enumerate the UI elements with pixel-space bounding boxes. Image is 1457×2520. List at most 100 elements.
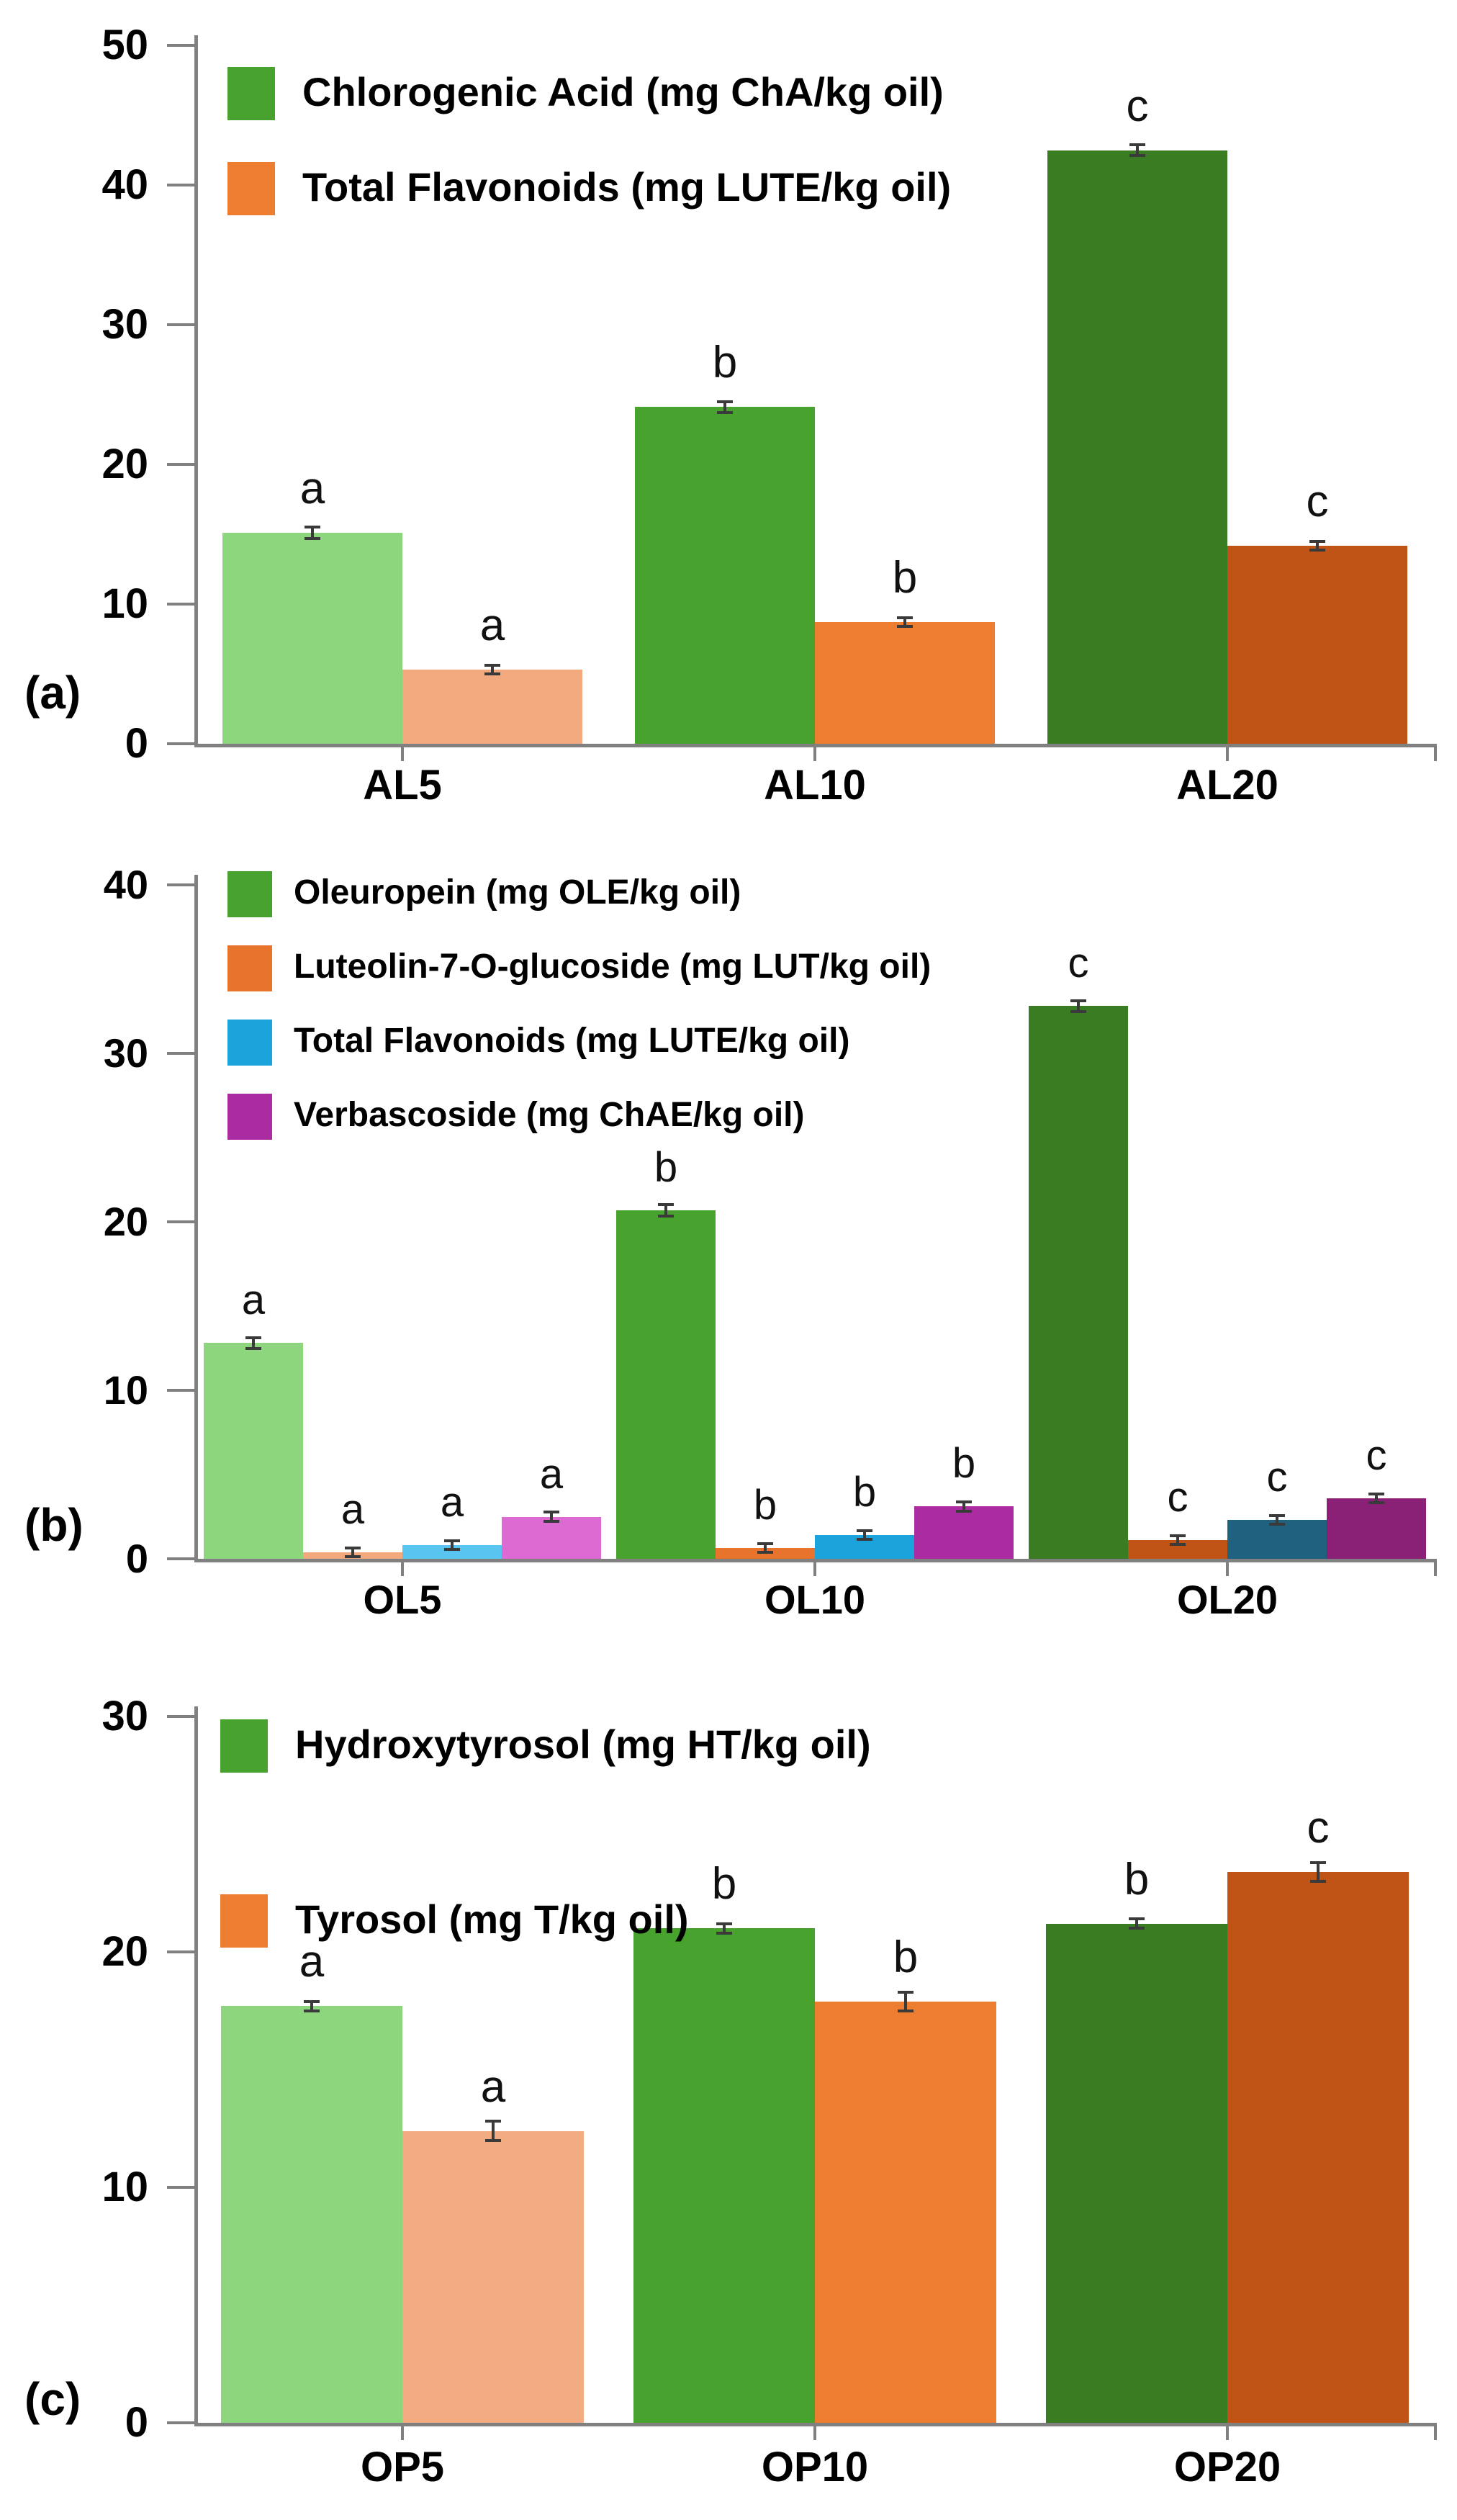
error-bar-cap	[658, 1202, 674, 1206]
bar-OP20-s1	[1227, 1871, 1409, 2423]
y-tick-label: 40	[103, 862, 148, 907]
y-tick-label: 40	[102, 161, 148, 208]
error-bar-cap	[444, 1548, 460, 1552]
error-bar	[1136, 144, 1139, 156]
category-label: AL5	[363, 762, 442, 809]
y-axis-tick	[167, 2421, 194, 2424]
error-bar-cap	[897, 616, 913, 620]
category-label: AL20	[1176, 762, 1278, 809]
error-bar-cap	[898, 1990, 914, 1994]
category-label: OP5	[360, 2444, 445, 2490]
error-bar-cap	[897, 625, 913, 629]
error-bar	[1316, 541, 1319, 550]
y-tick-label: 30	[102, 301, 148, 348]
x-axis-tick	[1226, 2423, 1229, 2440]
y-axis-tick	[167, 2186, 194, 2189]
significance-letter: a	[479, 600, 505, 651]
bar-OL10-s3	[914, 1506, 1014, 1559]
bar-OL20-s2	[1227, 1520, 1327, 1559]
bar-OL5-s2	[402, 1545, 502, 1559]
y-axis-tick	[167, 184, 194, 186]
error-bar-cap	[484, 664, 500, 667]
error-bar	[1135, 1919, 1138, 1929]
legend-label-1: Luteolin-7-O-glucoside (mg LUT/kg oil)	[294, 948, 932, 986]
significance-letter: b	[952, 1440, 976, 1488]
bar-OP20-s0	[1046, 1923, 1227, 2423]
error-bar	[1077, 1000, 1080, 1012]
y-axis	[194, 1706, 198, 2426]
error-bar-cap	[1129, 1927, 1145, 1930]
x-axis-tick	[401, 2423, 404, 2440]
error-bar-cap	[485, 2138, 501, 2142]
error-bar-cap	[1170, 1534, 1186, 1538]
significance-letter: c	[1126, 81, 1149, 131]
error-bar-cap	[716, 1922, 732, 1925]
error-bar	[1317, 1862, 1320, 1881]
x-axis-end-tick	[1434, 2423, 1437, 2440]
y-tick-label: 10	[103, 1367, 148, 1413]
category-label: AL10	[764, 762, 866, 809]
error-bar	[491, 665, 494, 675]
x-axis-tick	[813, 1559, 816, 1576]
significance-letter: b	[654, 1143, 678, 1191]
bar-OL5-s3	[502, 1516, 601, 1559]
y-axis-tick	[167, 742, 194, 745]
significance-letter: b	[1124, 1854, 1150, 1904]
y-tick-label: 30	[102, 1693, 148, 1740]
significance-letter: b	[712, 338, 738, 388]
y-axis-tick	[167, 1052, 194, 1055]
y-tick-label: 10	[102, 2164, 148, 2210]
error-bar	[863, 1531, 866, 1540]
error-bar-cap	[1070, 999, 1086, 1002]
significance-letter: a	[299, 464, 325, 514]
error-bar	[351, 1547, 354, 1557]
significance-letter: a	[480, 2061, 506, 2112]
y-axis	[194, 875, 198, 1562]
significance-letter: a	[340, 1485, 365, 1533]
legend-swatch-3	[227, 1094, 272, 1140]
error-bar-cap	[1310, 1879, 1326, 1883]
y-axis-tick	[167, 1220, 194, 1223]
error-bar	[492, 2121, 495, 2141]
significance-letter: c	[1266, 1454, 1288, 1501]
y-axis-tick	[167, 463, 194, 466]
significance-letter: a	[440, 1479, 464, 1526]
legend-label-0: Oleuropein (mg OLE/kg oil)	[294, 873, 741, 912]
error-bar-cap	[716, 1931, 732, 1935]
error-bar-cap	[857, 1529, 872, 1533]
significance-letter: b	[892, 553, 918, 603]
error-bar-cap	[717, 400, 733, 403]
error-bar-cap	[543, 1519, 559, 1523]
error-bar-cap	[1129, 1917, 1145, 1921]
significance-letter: a	[299, 1937, 325, 1987]
error-bar-cap	[1310, 1860, 1326, 1864]
category-label: OP10	[761, 2444, 869, 2490]
y-tick-label: 50	[102, 22, 148, 68]
y-tick-label: 0	[125, 2399, 148, 2446]
error-bar	[962, 1502, 965, 1511]
error-bar-cap	[345, 1554, 361, 1558]
x-axis-tick	[1226, 744, 1229, 761]
y-tick-label: 20	[102, 441, 148, 487]
error-bar	[1375, 1493, 1378, 1503]
error-bar-cap	[757, 1550, 773, 1554]
error-bar	[723, 401, 726, 413]
legend-swatch-1	[220, 1894, 268, 1948]
error-bar-cap	[543, 1511, 559, 1514]
error-bar	[550, 1512, 553, 1521]
panel-letter-a: (a)	[24, 667, 81, 719]
legend-label-3: Verbascoside (mg ChAE/kg oil)	[294, 1096, 805, 1134]
category-label: OL5	[363, 1577, 442, 1622]
bar-AL5-s1	[402, 670, 582, 744]
x-axis-end-tick	[1434, 1559, 1437, 1576]
y-axis-tick	[167, 44, 194, 47]
bar-AL5-s0	[222, 533, 402, 744]
significance-letter: c	[1306, 476, 1329, 526]
error-bar-cap	[857, 1538, 872, 1542]
error-bar	[310, 2001, 313, 2011]
error-bar	[903, 618, 906, 627]
error-bar-cap	[956, 1509, 972, 1513]
error-bar-cap	[304, 1999, 320, 2003]
y-axis-tick	[167, 1715, 194, 1718]
